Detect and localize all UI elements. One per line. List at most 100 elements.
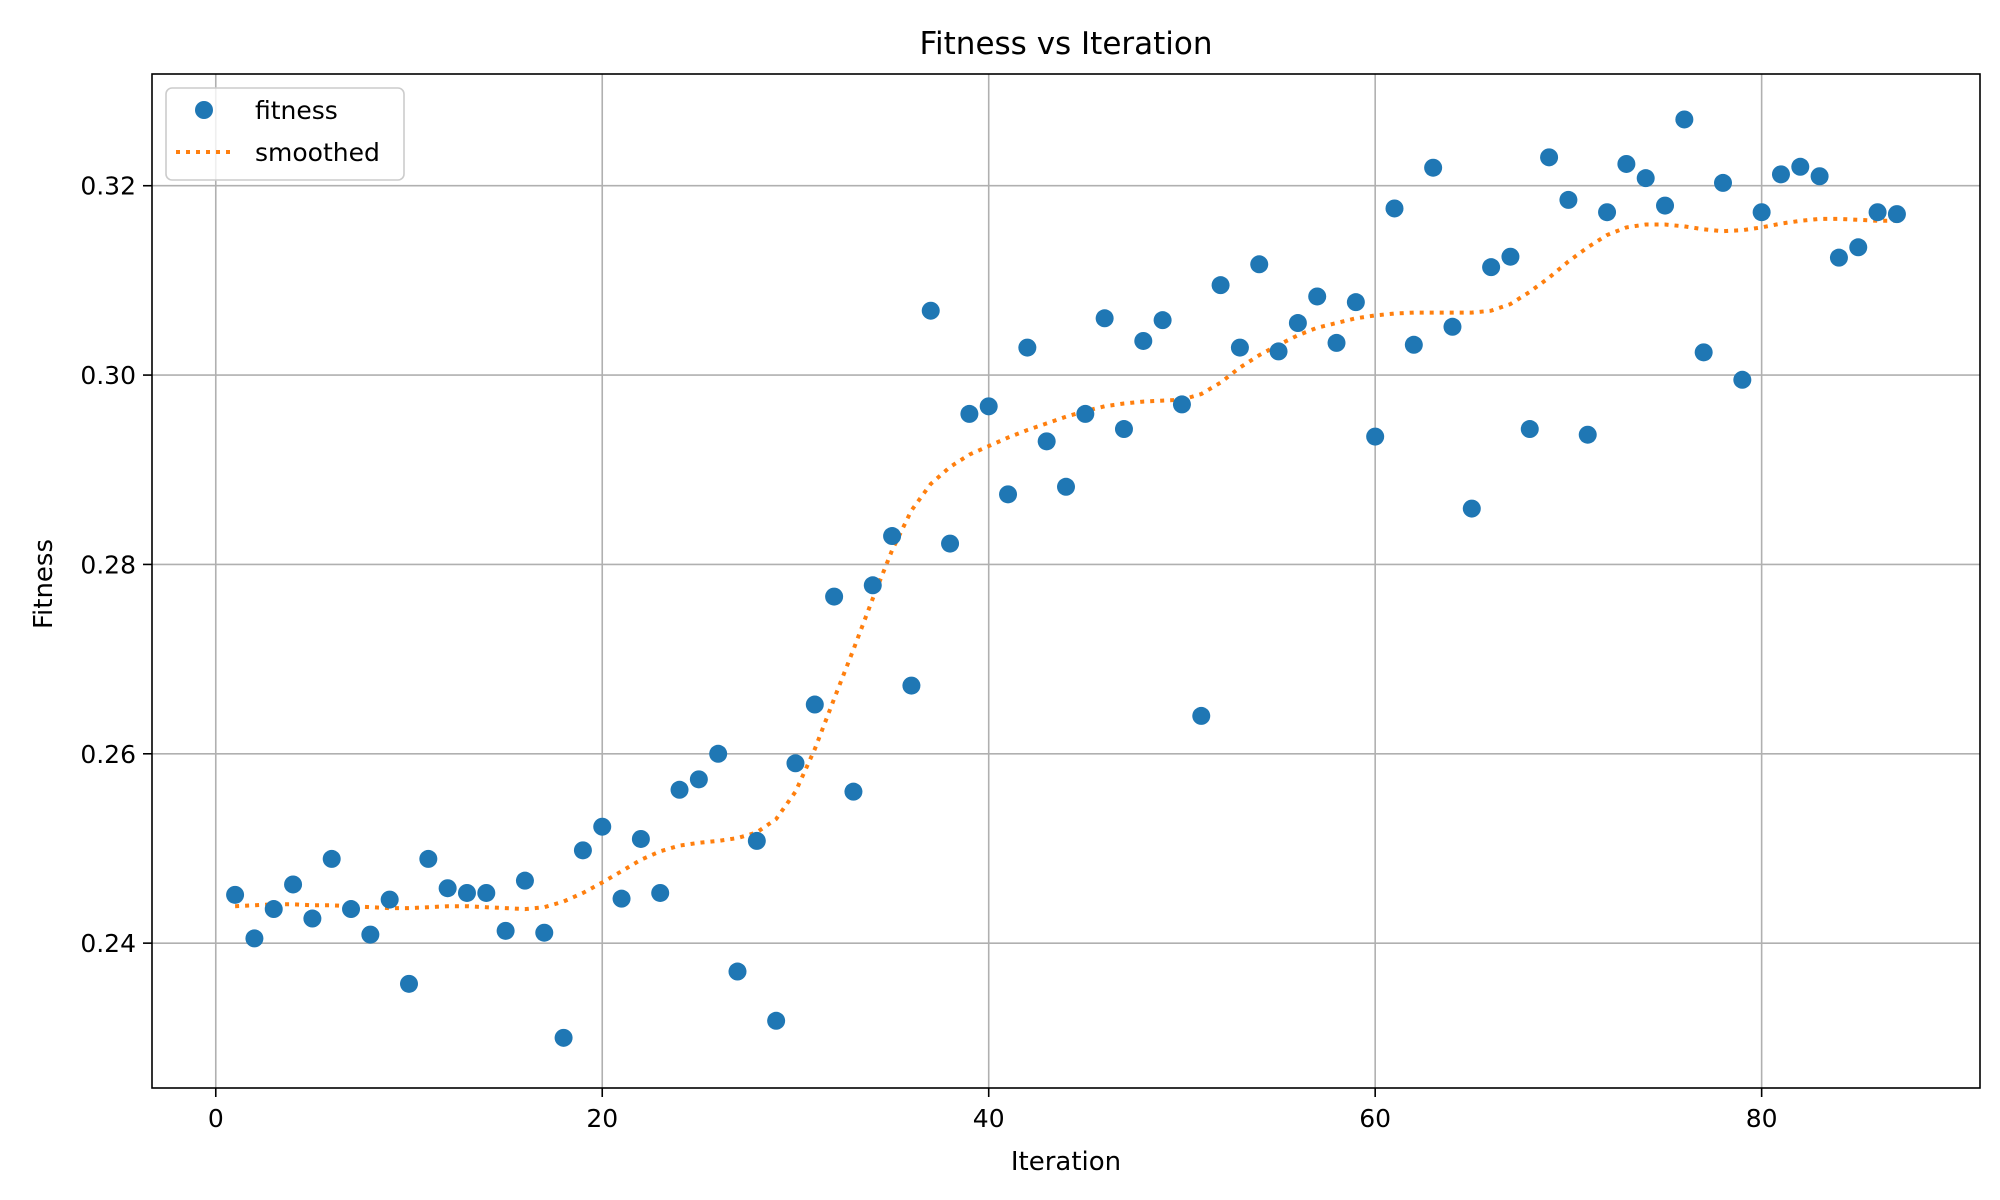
fitness-point [1887, 205, 1906, 224]
fitness-point [1057, 477, 1075, 496]
fitness-point [1211, 276, 1230, 295]
fitness-point [1713, 173, 1732, 192]
legend: fitness smoothed [165, 87, 405, 181]
legend-fitness-label: fitness [255, 96, 338, 125]
fitness-point [979, 397, 998, 416]
x-tick-label: 40 [973, 1104, 1005, 1133]
fitness-point [1230, 338, 1249, 357]
y-tick-label: 0.28 [80, 550, 136, 579]
plot-frame [151, 73, 1981, 1089]
fitness-point [1771, 165, 1790, 184]
fitness-point [1424, 158, 1443, 177]
x-tick-label: 20 [586, 1104, 618, 1133]
fitness-point [612, 889, 631, 908]
fitness-point [477, 883, 496, 902]
fitness-point [1578, 425, 1597, 444]
fitness-point [1076, 404, 1095, 423]
fitness-point [1791, 157, 1810, 176]
fitness-point [1462, 499, 1481, 518]
fitness-point [1443, 317, 1462, 336]
fitness-point [921, 301, 940, 320]
fitness-point [825, 587, 844, 606]
fitness-point [1346, 293, 1365, 312]
fitness-point [1114, 420, 1133, 439]
fitness-point [805, 695, 824, 714]
fitness-point [1810, 167, 1829, 186]
fitness-point [573, 841, 592, 860]
x-axis-label: Iteration [1011, 1147, 1121, 1177]
fitness-point [1868, 203, 1887, 222]
fitness-point [1018, 338, 1037, 357]
fitness-point [960, 404, 979, 423]
x-axis-ticks: 0 20 40 60 80 [208, 1088, 1778, 1133]
fitness-point [1694, 343, 1713, 362]
fitness-point [786, 754, 805, 773]
fitness-point [1153, 311, 1172, 330]
fitness-point [1849, 238, 1868, 257]
fitness-point [1520, 420, 1539, 439]
fitness-point [999, 485, 1018, 504]
fitness-point [496, 921, 515, 940]
fitness-point [1288, 314, 1307, 333]
fitness-point [284, 875, 303, 894]
fitness-point [361, 925, 380, 944]
fitness-point [303, 909, 322, 928]
fitness-point [1501, 247, 1520, 266]
fitness-point [1404, 335, 1423, 354]
fitness-point [883, 527, 902, 546]
fitness-point [226, 885, 245, 904]
fitness-point [1269, 342, 1288, 361]
legend-box [165, 87, 405, 181]
fitness-point [728, 962, 747, 981]
fitness-point [400, 974, 419, 993]
fitness-series [226, 110, 1906, 1047]
fitness-point [1095, 309, 1114, 328]
fitness-point [1733, 370, 1752, 389]
fitness-point [1327, 333, 1346, 352]
fitness-point [1482, 258, 1501, 277]
chart-title: Fitness vs Iteration [919, 26, 1212, 62]
fitness-point [1134, 331, 1153, 350]
fitness-point [902, 676, 921, 695]
fitness-point [1192, 706, 1211, 725]
fitness-point [767, 1011, 786, 1030]
grid [152, 74, 1980, 1088]
fitness-point [689, 770, 708, 789]
fitness-point [1037, 432, 1056, 451]
fitness-point [1540, 148, 1559, 167]
y-axis-ticks: 0.24 0.26 0.28 0.30 0.32 [80, 172, 152, 958]
fitness-point [863, 576, 882, 595]
fitness-point [670, 780, 689, 799]
fitness-point [1366, 427, 1385, 446]
y-tick-label: 0.32 [80, 172, 136, 201]
fitness-point [747, 831, 766, 850]
fitness-point [342, 900, 361, 919]
fitness-point [245, 929, 264, 948]
fitness-point [593, 817, 612, 836]
fitness-point [1598, 203, 1617, 222]
fitness-point [457, 883, 476, 902]
fitness-point [1636, 169, 1655, 188]
legend-fitness-marker [195, 101, 213, 119]
fitness-point [515, 871, 534, 890]
y-tick-label: 0.26 [80, 740, 136, 769]
fitness-point [554, 1028, 573, 1047]
fitness-point [1656, 196, 1675, 215]
x-tick-label: 0 [208, 1104, 224, 1133]
fitness-point [264, 900, 283, 919]
y-tick-label: 0.30 [80, 361, 136, 390]
fitness-point [651, 883, 670, 902]
fitness-point [322, 849, 341, 868]
fitness-point [941, 534, 960, 553]
fitness-point [709, 744, 728, 763]
fitness-point [1308, 287, 1327, 306]
fitness-point [1172, 395, 1191, 414]
fitness-point [535, 923, 554, 942]
fitness-point [631, 829, 650, 848]
fitness-point [1250, 255, 1269, 274]
legend-smoothed-label: smoothed [255, 138, 380, 167]
fitness-point [844, 782, 863, 801]
y-axis-label: Fitness [29, 539, 59, 629]
y-tick-label: 0.24 [80, 929, 136, 958]
